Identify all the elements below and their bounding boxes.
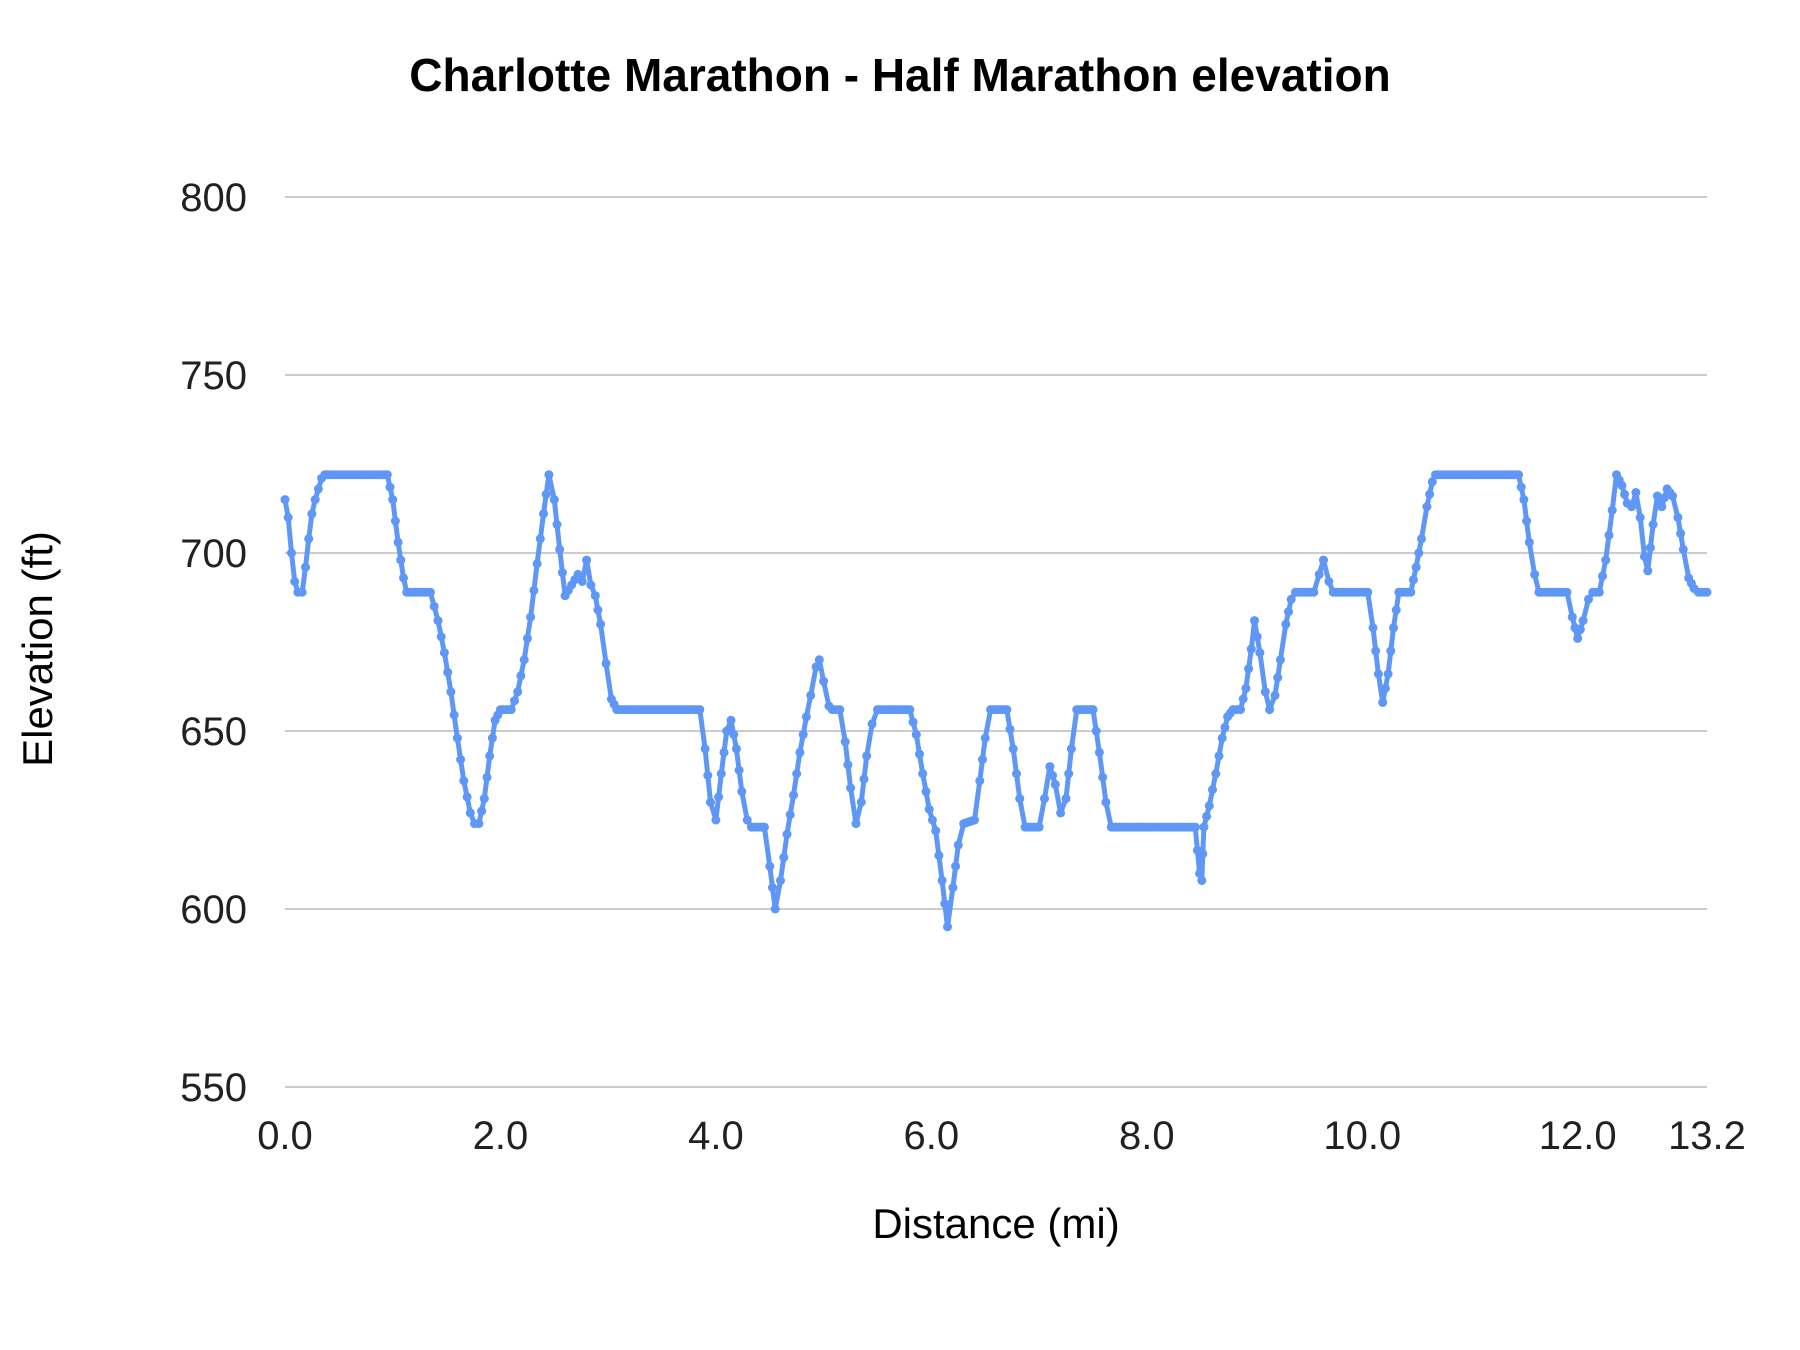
x-tick-label: 0.0 bbox=[257, 1114, 313, 1158]
y-tick-labels: 550 600 650 700 750 800 bbox=[180, 176, 247, 1110]
x-tick-labels: 0.0 2.0 4.0 6.0 8.0 10.0 12.0 13.2 bbox=[257, 1114, 1746, 1158]
y-axis-title: Elevation (ft) bbox=[14, 531, 61, 767]
y-tick-label: 700 bbox=[180, 532, 247, 576]
x-axis-title: Distance (mi) bbox=[872, 1200, 1120, 1247]
x-tick-label: 4.0 bbox=[688, 1114, 744, 1158]
x-tick-label: 12.0 bbox=[1539, 1114, 1617, 1158]
elevation-line bbox=[282, 472, 1710, 930]
y-tick-label: 650 bbox=[180, 710, 247, 754]
y-tick-label: 750 bbox=[180, 354, 247, 398]
gridlines bbox=[285, 196, 1707, 1088]
x-tick-label: 8.0 bbox=[1119, 1114, 1175, 1158]
x-tick-label: 2.0 bbox=[473, 1114, 529, 1158]
y-tick-label: 600 bbox=[180, 888, 247, 932]
x-tick-label: 6.0 bbox=[904, 1114, 960, 1158]
x-tick-label: 10.0 bbox=[1323, 1114, 1401, 1158]
y-tick-label: 550 bbox=[180, 1066, 247, 1110]
y-tick-label: 800 bbox=[180, 176, 247, 220]
elevation-points bbox=[280, 470, 1712, 932]
chart-title: Charlotte Marathon - Half Marathon eleva… bbox=[409, 49, 1391, 101]
x-tick-label: 13.2 bbox=[1668, 1114, 1746, 1158]
